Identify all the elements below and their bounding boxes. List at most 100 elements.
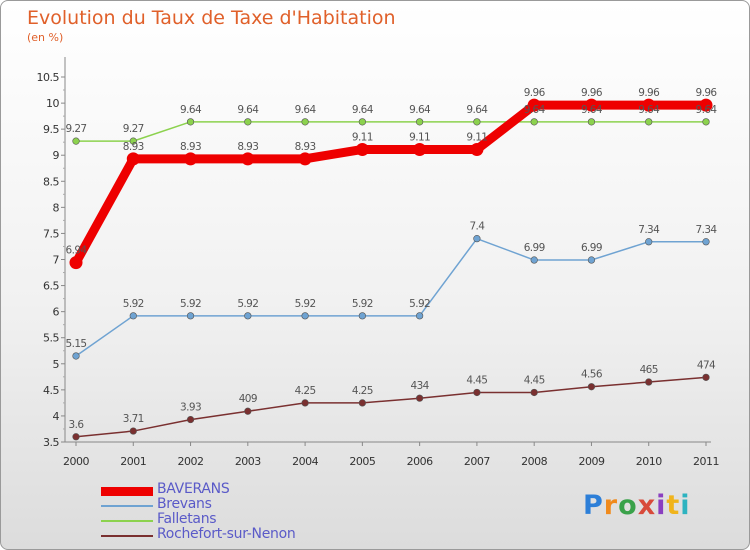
data-label-brevans: 5.92 [409,298,430,310]
legend-label: Brevans [157,496,212,512]
data-point-falletans [416,118,424,126]
data-point-rochefort-sur-nenon [72,433,80,441]
series-line-falletans [75,121,707,142]
legend-label: Falletans [157,511,217,527]
data-point-brevans [645,238,653,246]
data-label-brevans: 7.34 [638,224,660,236]
data-label-falletans: 9.64 [466,104,488,116]
data-label-brevans: 5.92 [123,298,144,310]
data-point-baverans [184,152,198,166]
data-label-baverans: 9.11 [466,131,487,143]
legend-label: BAVERANS [157,481,230,497]
series-line-brevans [75,237,707,357]
y-tick-label: 8 [53,201,60,214]
x-tick-label: 2000 [63,455,89,468]
data-point-rochefort-sur-nenon [416,394,424,402]
x-tick-label: 2007 [464,455,490,468]
y-tick-label: 9 [53,149,60,162]
y-tick-label: 5.5 [43,332,59,345]
data-label-baverans: 8.93 [237,141,258,153]
chart-subtitle: (en %) [27,31,64,44]
data-label-rochefort-sur-nenon: 3.93 [180,402,201,414]
data-label-baverans: 8.93 [295,141,316,153]
data-label-brevans: 7.34 [696,224,718,236]
data-label-rochefort-sur-nenon: 465 [640,364,658,376]
data-point-falletans [587,118,596,126]
y-tick-label: 7.5 [43,227,59,240]
data-point-rochefort-sur-nenon [129,427,137,435]
data-point-rochefort-sur-nenon [702,373,710,381]
x-tick-label: 2009 [578,455,604,468]
data-label-baverans: 9.96 [524,87,546,99]
data-label-baverans: 8.93 [123,141,144,153]
x-tick-label: 2005 [349,455,375,468]
data-point-falletans [530,118,538,126]
logo-letter: i [680,490,691,521]
logo-letter: t [666,490,681,521]
data-label-falletans: 9.64 [638,104,660,116]
x-tick-label: 2008 [521,455,547,468]
data-point-rochefort-sur-nenon [186,415,195,424]
data-point-baverans [527,98,541,112]
data-point-baverans [470,142,484,156]
proxiti-logo: Proxiti [583,490,691,521]
data-point-baverans [584,98,598,112]
data-label-falletans: 9.64 [524,104,546,116]
y-tick-label: 6.5 [43,280,59,293]
chart-title: Evolution du Taux de Taxe d'Habitation [27,7,396,29]
data-point-baverans [413,142,427,156]
data-label-falletans: 9.64 [180,104,202,116]
data-point-baverans [298,152,312,166]
data-label-brevans: 6.99 [581,242,602,254]
data-label-rochefort-sur-nenon: 4.45 [524,374,545,386]
data-label-rochefort-sur-nenon: 4.45 [466,374,487,386]
data-label-brevans: 5.92 [180,298,201,310]
x-tick-label: 2001 [120,455,146,468]
x-tick-label: 2004 [292,455,318,468]
y-tick-label: 7 [53,254,60,267]
data-point-rochefort-sur-nenon [358,399,366,407]
data-label-brevans: 6.99 [524,242,545,254]
legend-swatch [101,486,153,496]
data-label-baverans: 9.11 [352,131,373,143]
series-line-rochefort-sur-nenon [75,376,707,438]
series-line-baverans [71,100,711,268]
legend-label: Rochefort-sur-Nenon [157,526,296,542]
data-label-baverans: 9.96 [696,87,718,99]
data-point-brevans [530,256,538,264]
data-label-falletans: 9.64 [352,104,374,116]
data-point-baverans [642,98,656,112]
data-point-rochefort-sur-nenon [244,407,252,415]
legend-swatch [101,520,153,522]
data-label-rochefort-sur-nenon: 3.6 [69,419,85,431]
data-label-falletans: 9.64 [409,104,431,116]
data-label-rochefort-sur-nenon: 3.71 [123,413,144,425]
x-tick-label: 2010 [636,455,662,468]
legend-swatch [101,505,153,507]
y-tick-label: 4 [53,410,60,423]
data-point-falletans [72,137,80,145]
data-point-brevans [702,238,710,246]
data-label-rochefort-sur-nenon: 434 [411,380,430,392]
data-label-brevans: 7.4 [469,221,485,233]
data-label-brevans: 5.92 [237,298,258,310]
data-point-brevans [473,235,481,243]
data-point-rochefort-sur-nenon [530,388,538,397]
data-point-baverans [241,152,255,166]
data-label-falletans: 9.64 [696,104,718,116]
logo-letter: o [618,490,638,521]
y-tick-label: 10.5 [37,71,60,84]
data-label-brevans: 5.92 [295,298,316,310]
data-label-rochefort-sur-nenon: 4.25 [295,385,316,397]
x-tick-label: 2002 [178,455,204,468]
data-label-brevans: 5.15 [66,338,87,350]
data-labels-layer: 9.27 9.27 9.64 9.64 9.64 9.64 9.64 9.64 9.64 9.64… [66,87,718,431]
data-label-baverans: 6.94 [66,245,88,257]
axes: 3.5 4 4.5 5 5.5 6 6.5 7 7.5 8 8.5 9 9.5 10 10.5 2000 200… [37,57,720,468]
data-label-baverans: 9.96 [638,87,660,99]
data-label-falletans: 9.64 [237,104,259,116]
data-label-falletans: 9.64 [295,104,317,116]
data-label-baverans: 9.11 [409,131,430,143]
